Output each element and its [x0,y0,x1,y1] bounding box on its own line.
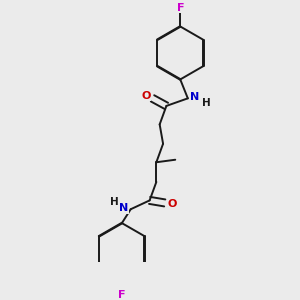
Text: H: H [202,98,210,108]
Text: O: O [167,199,176,209]
Text: H: H [110,197,119,207]
Text: F: F [176,3,184,13]
Text: N: N [190,92,200,102]
Text: N: N [119,203,128,213]
Text: F: F [118,290,126,300]
Text: O: O [142,91,151,101]
